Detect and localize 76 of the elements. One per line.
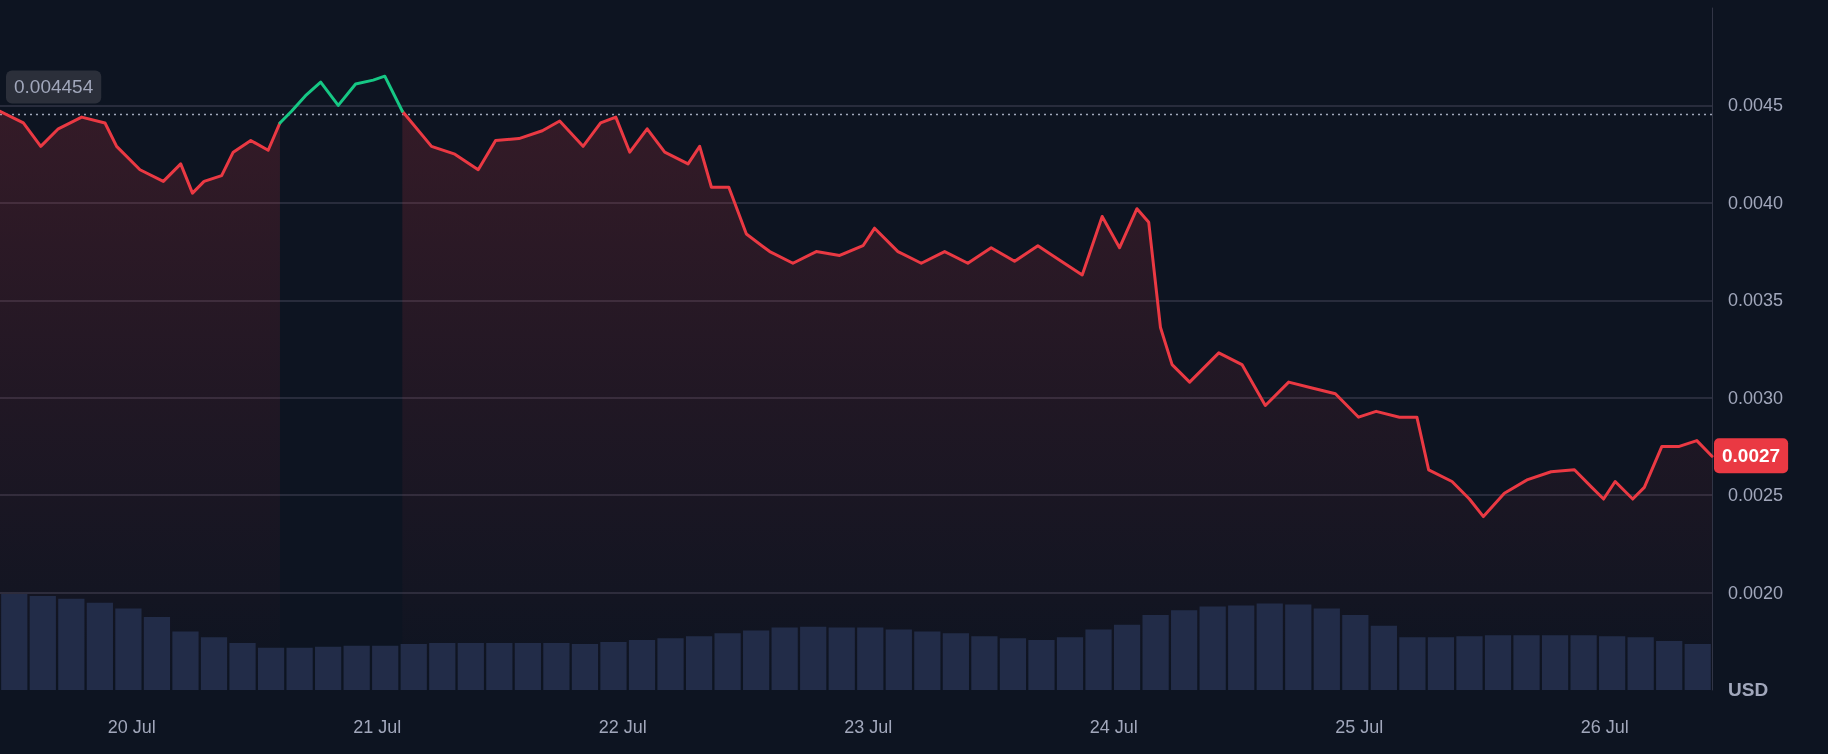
bar bbox=[571, 643, 599, 690]
bar bbox=[1142, 615, 1169, 690]
bar bbox=[115, 608, 142, 690]
bar bbox=[486, 642, 513, 690]
bar bbox=[400, 643, 427, 690]
bar bbox=[1, 594, 28, 690]
bar bbox=[86, 602, 113, 690]
bar bbox=[514, 642, 541, 690]
bar bbox=[600, 642, 627, 690]
bar bbox=[1399, 637, 1426, 690]
bar bbox=[628, 640, 656, 690]
bar bbox=[1370, 625, 1397, 690]
bar bbox=[1199, 606, 1226, 690]
x-tick-label: 26 Jul bbox=[1580, 717, 1629, 737]
bar bbox=[828, 627, 855, 690]
bar bbox=[343, 645, 370, 690]
bar bbox=[257, 647, 285, 690]
y-tick-label: 0.0030 bbox=[1728, 387, 1784, 408]
x-tick-label: 23 Jul bbox=[844, 717, 893, 737]
y-tick-label: 0.0035 bbox=[1728, 290, 1784, 311]
bar bbox=[1256, 603, 1283, 690]
bar bbox=[1570, 635, 1597, 690]
bar bbox=[1313, 608, 1340, 690]
bar bbox=[743, 630, 770, 690]
bar bbox=[657, 638, 684, 690]
bar bbox=[1599, 636, 1626, 690]
bar bbox=[457, 642, 484, 690]
bar bbox=[1056, 637, 1084, 690]
bar bbox=[286, 647, 313, 690]
bar bbox=[1513, 635, 1540, 690]
bar bbox=[1113, 624, 1141, 690]
bar bbox=[857, 627, 884, 690]
y-tick-label: 0.0045 bbox=[1728, 95, 1784, 116]
bar bbox=[685, 636, 713, 690]
bar bbox=[914, 631, 941, 690]
bar bbox=[999, 638, 1027, 690]
bar bbox=[429, 642, 456, 690]
bar bbox=[942, 633, 969, 690]
x-tick-label: 22 Jul bbox=[598, 717, 647, 737]
bar bbox=[1656, 641, 1683, 690]
y-tick-label: 0.0040 bbox=[1728, 192, 1784, 213]
bar bbox=[229, 642, 256, 690]
x-tick-label: 21 Jul bbox=[353, 717, 402, 737]
bar bbox=[1684, 643, 1711, 690]
x-tick-label: 24 Jul bbox=[1089, 717, 1138, 737]
bar bbox=[771, 627, 798, 690]
bar bbox=[714, 633, 741, 690]
bar bbox=[1484, 635, 1512, 690]
bar bbox=[1285, 604, 1312, 690]
bar bbox=[543, 642, 570, 690]
bar bbox=[1342, 615, 1369, 690]
bar bbox=[1541, 635, 1569, 690]
bar bbox=[800, 626, 827, 690]
bar bbox=[1427, 637, 1455, 690]
y-axis-title: USD bbox=[1728, 679, 1769, 700]
bar bbox=[58, 598, 85, 690]
bar bbox=[29, 595, 56, 690]
bar bbox=[1028, 640, 1055, 690]
x-tick-label: 20 Jul bbox=[107, 717, 156, 737]
bar bbox=[200, 637, 228, 690]
bar bbox=[1627, 637, 1654, 690]
bar bbox=[315, 646, 342, 690]
ref-line-label: 0.004454 bbox=[14, 76, 94, 98]
y-tick-label: 0.0020 bbox=[1728, 582, 1784, 603]
bar bbox=[1456, 636, 1483, 690]
bar bbox=[971, 636, 998, 690]
bar bbox=[1228, 605, 1255, 690]
annotation: 0.0027 bbox=[1722, 445, 1781, 467]
y-tick-label: 0.0025 bbox=[1728, 485, 1784, 506]
bar bbox=[143, 617, 171, 690]
bar bbox=[1085, 629, 1112, 690]
bar bbox=[1171, 610, 1198, 690]
bar bbox=[172, 631, 199, 690]
bar bbox=[372, 645, 399, 690]
bar bbox=[885, 629, 912, 690]
x-tick-label: 25 Jul bbox=[1335, 717, 1384, 737]
